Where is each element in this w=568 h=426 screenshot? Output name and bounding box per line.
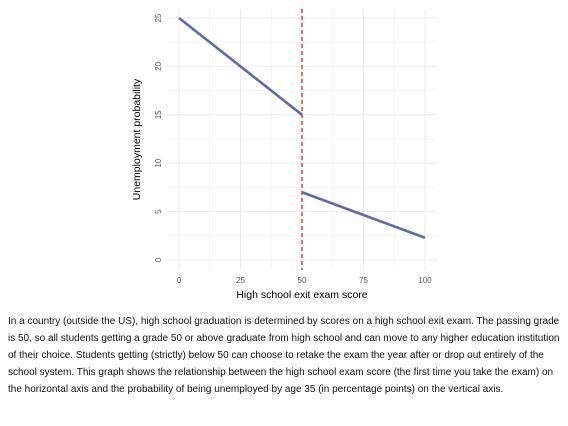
x-tick-label: 75: [359, 276, 368, 285]
series-line-2: [301, 191, 426, 239]
x-tick-label: 25: [236, 276, 245, 285]
grid: [167, 9, 437, 270]
x-tick-label: 50: [298, 276, 307, 285]
question-caption: In a country (outside the US), high scho…: [8, 316, 560, 395]
y-tick-label: 10: [154, 158, 163, 167]
x-tick-label: 0: [177, 276, 182, 285]
x-axis-title: High school exit exam score: [236, 289, 367, 301]
series-line-1: [178, 16, 303, 116]
y-tick-label: 0: [154, 257, 163, 262]
y-tick-label: 5: [154, 209, 163, 214]
x-tick-label: 100: [418, 276, 432, 285]
y-axis-title: Unemployment probability: [131, 78, 143, 200]
y-tick-label: 25: [154, 13, 163, 22]
y-tick-label: 15: [154, 110, 163, 119]
chart-marks: [178, 9, 426, 270]
chart-area: 0 25 50 75 100 0 5 10 15 20 25 High school exit ex…: [131, 9, 437, 301]
y-tick-label: 20: [154, 61, 163, 70]
unemployment-chart: 0 25 50 75 100 0 5 10 15 20 25 High school exit ex…: [131, 9, 437, 301]
tick-labels: 0 25 50 75 100 0 5 10 15 20 25: [154, 13, 432, 285]
